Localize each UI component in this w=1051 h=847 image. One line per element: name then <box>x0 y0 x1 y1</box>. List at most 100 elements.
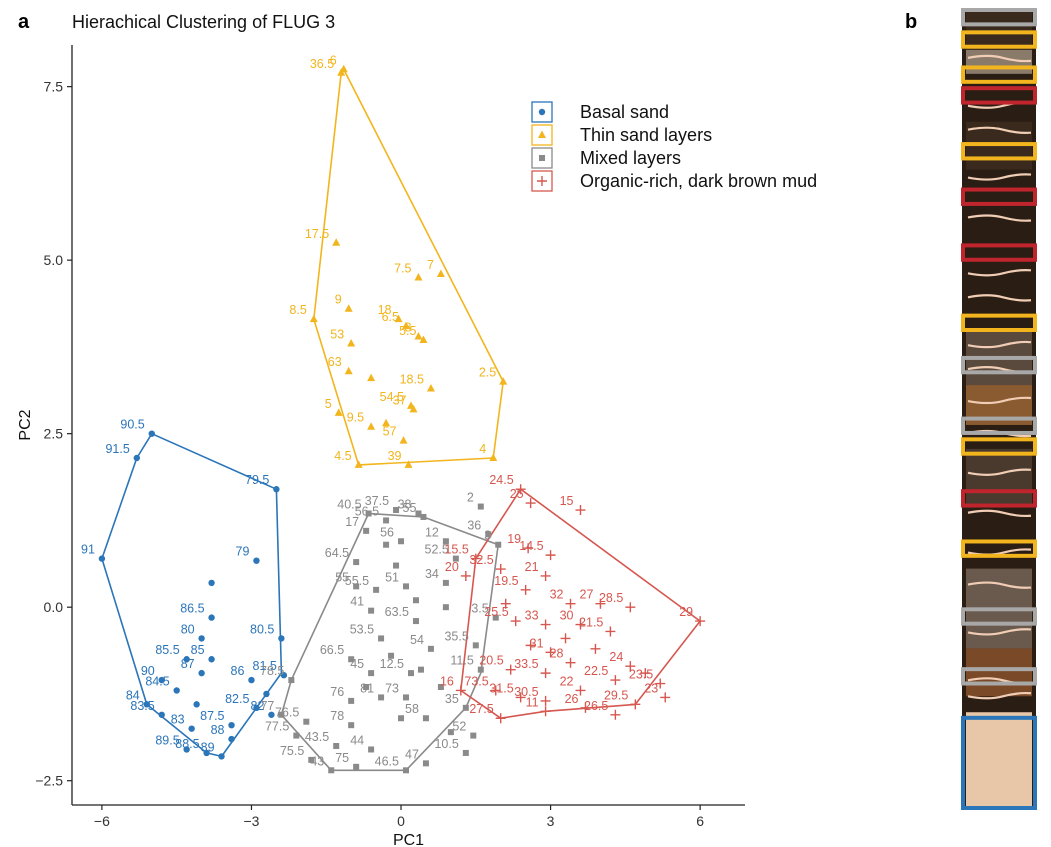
point-label: 79.5 <box>245 473 269 487</box>
data-point <box>499 377 508 385</box>
point-label: 3 <box>484 529 491 543</box>
core-sample-box <box>961 489 1037 508</box>
core-streak <box>967 126 1032 134</box>
point-label: 86.5 <box>180 602 204 616</box>
point-label: 79 <box>236 545 250 559</box>
point-label: 73.5 <box>464 674 488 688</box>
data-point <box>344 304 353 312</box>
point-label: 15 <box>560 494 574 508</box>
data-point <box>525 498 536 509</box>
data-point <box>485 531 492 538</box>
point-label: 75.5 <box>280 744 304 758</box>
point-label: 56.5 <box>355 504 379 518</box>
point-label: 7 <box>427 258 434 272</box>
point-label: 12.5 <box>380 657 404 671</box>
data-point <box>462 704 469 711</box>
core-sample-box <box>961 607 1037 626</box>
legend-marker <box>537 176 547 186</box>
data-point <box>368 746 375 753</box>
data-point <box>399 436 408 444</box>
legend-label: Thin sand layers <box>580 125 712 145</box>
point-label: 52 <box>452 720 466 734</box>
point-label: 22 <box>560 674 574 688</box>
point-label: 22.5 <box>584 664 608 678</box>
data-point <box>248 676 255 684</box>
point-label: 53.5 <box>350 622 374 636</box>
point-label: 90.5 <box>120 418 144 432</box>
data-point <box>442 538 449 545</box>
point-label: 87.5 <box>200 709 224 723</box>
data-point <box>426 384 435 392</box>
data-point <box>393 507 400 514</box>
point-label: 76.5 <box>275 706 299 720</box>
y-tick-label: 2.5 <box>44 426 64 442</box>
data-point <box>417 666 424 673</box>
point-label: 55 <box>335 570 349 584</box>
data-point <box>383 517 390 524</box>
data-point <box>420 513 427 520</box>
point-label: 17.5 <box>305 227 329 241</box>
point-label: 27 <box>580 588 594 602</box>
data-point <box>263 690 270 698</box>
data-point <box>288 677 295 684</box>
data-point <box>447 729 454 736</box>
point-label: 77.5 <box>265 720 289 734</box>
data-point <box>208 614 215 621</box>
data-point <box>520 584 531 595</box>
point-label: 36 <box>467 518 481 532</box>
data-point <box>580 702 591 713</box>
point-label: 8 <box>405 321 412 335</box>
point-label: 10.5 <box>434 737 458 751</box>
point-label: 29.5 <box>604 688 628 702</box>
data-point <box>143 701 150 708</box>
y-tick-label: 5.0 <box>44 252 64 268</box>
x-tick-label: 3 <box>547 813 555 829</box>
data-point <box>640 668 651 679</box>
point-label: 43.5 <box>305 730 329 744</box>
data-point <box>278 711 285 718</box>
core-sample-box <box>961 355 1037 375</box>
data-point <box>332 238 341 246</box>
data-point <box>462 749 469 756</box>
data-point <box>495 713 506 724</box>
data-point <box>309 314 318 323</box>
point-label: 89.5 <box>155 733 179 747</box>
legend-marker <box>538 108 546 116</box>
data-point <box>412 597 419 604</box>
data-point <box>409 404 418 413</box>
point-label: 30.5 <box>514 685 538 699</box>
legend-label: Basal sand <box>580 102 669 122</box>
data-point <box>419 335 428 343</box>
data-point <box>515 484 526 495</box>
data-point <box>183 746 190 753</box>
core-band <box>966 712 1032 808</box>
y-tick-label: 0.0 <box>44 599 64 615</box>
point-label: 9.5 <box>347 411 364 425</box>
legend-label: Organic-rich, dark brown mud <box>580 171 817 191</box>
point-label: 82 <box>251 699 265 713</box>
data-point <box>98 555 106 562</box>
core-streak <box>967 509 1032 518</box>
point-label: 64.5 <box>325 546 349 560</box>
core-streak <box>967 294 1032 302</box>
data-point <box>388 652 395 659</box>
data-point <box>625 661 636 672</box>
point-label: 85 <box>191 643 205 657</box>
data-point <box>523 543 534 554</box>
data-point <box>203 749 210 757</box>
data-point <box>348 697 355 704</box>
point-label: 28.5 <box>599 591 623 605</box>
panel-letter-b: b <box>905 11 917 33</box>
data-point <box>403 694 410 701</box>
data-point <box>442 579 449 586</box>
data-point <box>148 430 155 437</box>
point-label: 35.5 <box>444 629 468 643</box>
data-point <box>415 510 422 517</box>
data-point <box>353 763 360 770</box>
point-label: 32 <box>550 588 564 602</box>
data-point <box>414 273 423 281</box>
data-point <box>660 692 671 703</box>
point-label: 63.5 <box>385 605 409 619</box>
